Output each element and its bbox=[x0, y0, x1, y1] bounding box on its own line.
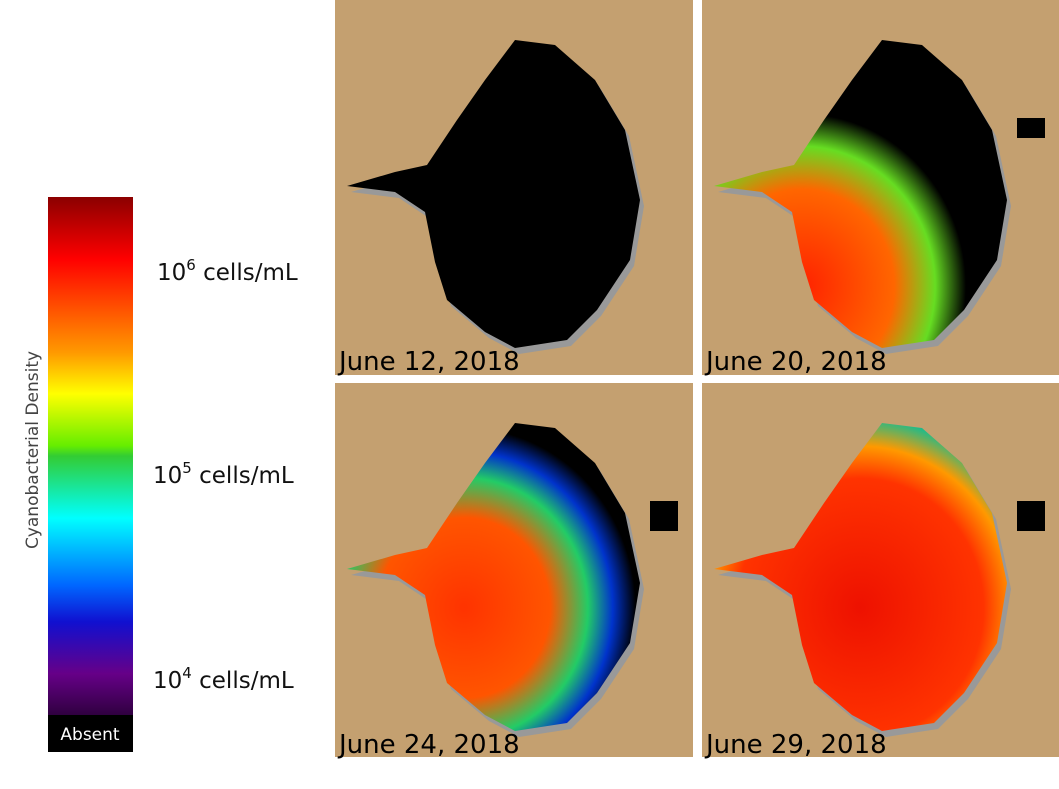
colorbar bbox=[48, 197, 133, 715]
absent-label: Absent bbox=[60, 725, 120, 745]
colorbar-title: Cyanobacterial Density bbox=[23, 351, 43, 549]
map-panel: June 12, 2018 bbox=[335, 0, 693, 377]
map-panel: June 29, 2018 bbox=[702, 383, 1059, 760]
map-panel: June 24, 2018 bbox=[335, 383, 693, 760]
panel-date: June 12, 2018 bbox=[337, 347, 520, 377]
panel-date: June 24, 2018 bbox=[337, 730, 520, 760]
density-label: 106 cells/mL bbox=[157, 256, 298, 286]
density-label: 104 cells/mL bbox=[153, 664, 294, 694]
map-panel: June 20, 2018 bbox=[702, 0, 1059, 377]
absent-box bbox=[48, 715, 133, 752]
panel-date: June 20, 2018 bbox=[704, 347, 887, 377]
density-label: 105 cells/mL bbox=[153, 459, 294, 489]
panel-date: June 29, 2018 bbox=[704, 730, 887, 760]
